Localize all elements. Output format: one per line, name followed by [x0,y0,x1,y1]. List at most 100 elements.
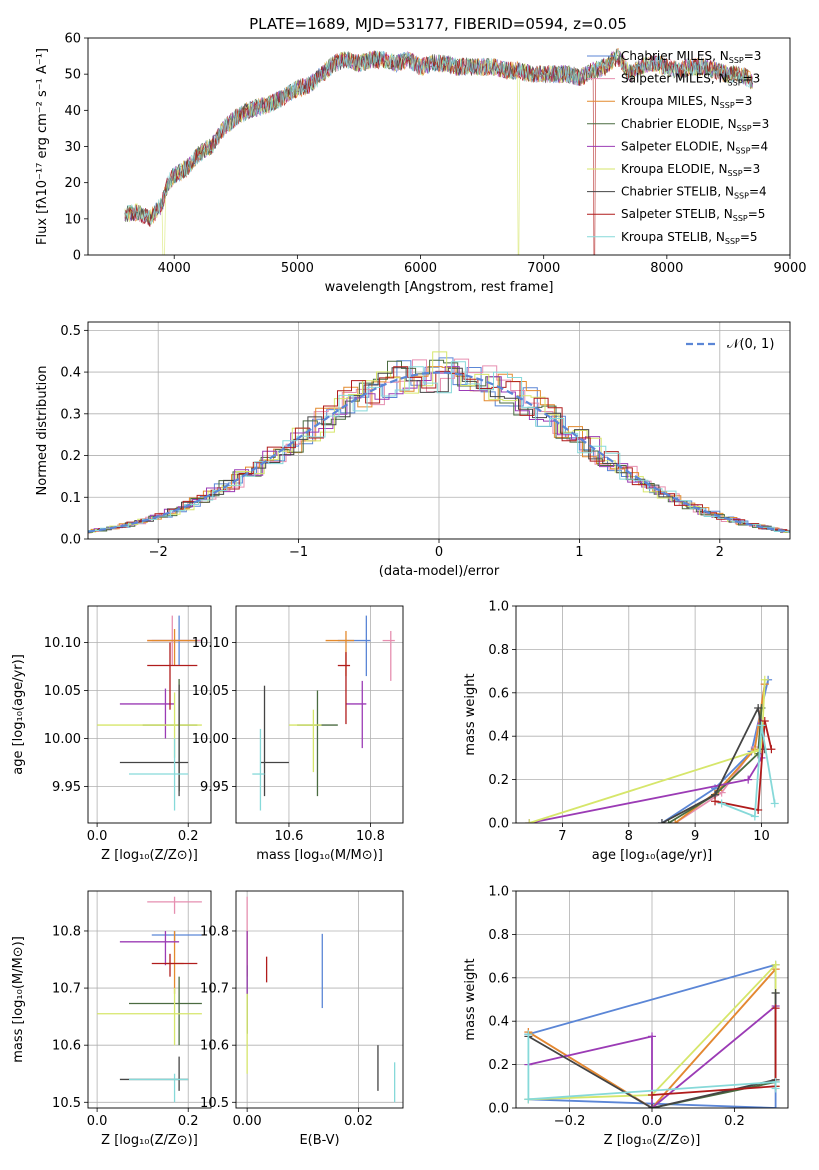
mass-weight-marker [671,819,680,823]
mass_weight_vs_age-xtick-label: 7 [558,829,566,844]
age_vs_mass-xtick-label: 10.8 [356,829,385,844]
mass-weight-marker [767,745,776,754]
errorbar-point [151,953,198,977]
mass_vs_ebv-ytick-label: 10.6 [200,1039,229,1054]
age_vs_mass-ytick-label: 10.00 [192,732,229,747]
mass_vs_ebv-plot-area [236,891,403,1108]
residuals-xtick-label: −2 [149,545,168,560]
errorbar-point [119,688,175,739]
errorbar-point [129,976,202,1046]
errorbar-point [288,709,322,773]
spectrum-xtick-label: 5000 [281,261,314,276]
mass_weight_vs_Z-ytick-label: 0.8 [488,928,509,943]
residuals-ytick-label: 0.2 [60,449,81,464]
legend-label: Kroupa STELIB, NSSP=5 [621,230,758,246]
mass_weight_vs_age-xtick-label: 8 [625,829,633,844]
spectrum-frame [87,37,791,256]
mass_vs_ebv-ytick-label: 10.8 [200,924,229,939]
legend-label: Chabrier MILES, NSSP=3 [621,49,761,65]
mass-weight-marker [757,721,766,730]
age_vs_Z-ytick-label: 10.00 [44,732,81,747]
age_vs_Z-frame [87,605,212,824]
age_vs_mass-plot-area [236,606,403,823]
mass-weight-marker [760,717,769,726]
mass-weight-marker [770,799,779,808]
mass_weight_vs_age-frame [515,605,789,824]
mass_weight_vs_age-plot-area [516,606,788,823]
mass-weight-line [528,1005,777,1108]
errorbar-point [119,930,180,966]
mass_weight_vs_Z-frame [515,890,789,1109]
errorbar-point [382,630,395,681]
spectrum-ylabel: Flux [fλ10⁻¹⁷ erg cm⁻² s⁻¹ A⁻¹] [35,48,50,245]
legend-label: Kroupa MILES, NSSP=3 [621,94,752,110]
mass_vs_ebv-xtick-label: 0.00 [233,1114,262,1129]
spectrum-axes: 4000 5000 6000 7000 8000 9000 0 10 20 30 40 50 60 wav… [35,32,807,296]
mass_weight_vs_Z-plot-area [516,891,788,1108]
residuals-xtick-label: 0 [435,545,443,560]
age_vs_mass-ytick-label: 9.95 [200,780,229,795]
mass_weight_vs_age-ytick-label: 0.4 [488,730,509,745]
mass_vs_ebv-frame [235,890,404,1109]
mass-weight-marker [771,960,780,969]
legend-label: Salpeter MILES, NSSP=3 [621,72,760,88]
errorbar-point [260,685,289,797]
mass-weight-marker [760,675,769,684]
errorbar-point [97,988,202,1046]
spectrum-xtick-label: 7000 [527,261,560,276]
spectrum-plot-area [124,48,753,255]
spectrum-ytick-label: 0 [73,249,81,264]
errorbar-point [337,615,371,677]
mass_vs_Z-xtick-label: 0.0 [87,1114,108,1129]
mass_vs_Z-ytick-label: 10.5 [52,1096,81,1111]
age_vs_Z-axes: 0.0 0.2 9.95 10.00 10.05 10.10 Z [log₁₀(Z/Z⊙)]… [11,605,212,863]
legend-label: Salpeter ELODIE, NSSP=4 [621,139,768,155]
mass-weight-marker [648,1104,656,1108]
residuals-ytick-label: 0.1 [60,491,81,506]
mass_weight_vs_Z-ytick-label: 0.2 [488,1058,509,1073]
age_vs_Z-ytick-label: 10.05 [44,684,81,699]
residuals-ylabel: Normed distribution [35,366,50,496]
figure-title: PLATE=1689, MJD=53177, FIBERID=0594, z=0… [249,15,627,33]
errorbar-point [165,930,184,994]
mass-weight-marker [717,799,726,808]
mass_weight_vs_age-ylabel: mass weight [463,673,478,755]
age_vs_mass-ytick-label: 10.05 [192,684,229,699]
mass_weight_vs_age-axes: 7 8 9 10 0.0 0.2 0.4 0.6 0.8 1.0 age [log₁₀(age/yr… [463,600,789,863]
errorbar-point [119,684,189,797]
errorbar-point [151,930,202,943]
errorbar-point [147,896,202,914]
age_vs_Z-xtick-label: 0.0 [87,829,108,844]
mass_weight_vs_Z-xlabel: Z [log₁₀(Z/Z⊙)] [604,1133,701,1148]
mass-weight-marker [657,819,666,823]
spectrum-ytick-label: 20 [64,176,81,191]
normal-legend-label: 𝒩(0, 1) [727,337,774,352]
mass_weight_vs_age-xtick-label: 9 [691,829,699,844]
mass-weight-marker [648,1090,656,1099]
errorbar-point [97,692,202,758]
spectrum-ytick-label: 60 [64,32,81,47]
mass-weight-marker [744,775,753,784]
residuals-xtick-label: 2 [716,545,724,560]
mass_vs_ebv-axes: 0.00 0.02 10.5 10.6 10.7 10.8 E(B-V) [200,890,404,1148]
errorbar-point [325,630,355,677]
mass-weight-marker [771,1084,780,1093]
mass_vs_Z-ytick-label: 10.8 [52,924,81,939]
mass_weight_vs_age-xlabel: age [log₁₀(age/yr)] [592,848,713,863]
mass_weight_vs_Z-ytick-label: 0.0 [488,1102,509,1117]
mass_vs_Z-frame [87,890,212,1109]
mass_weight_vs_age-ytick-label: 0.2 [488,773,509,788]
residual-histogram [88,361,790,533]
mass_vs_ebv-xtick-label: 0.02 [344,1114,373,1129]
mass_weight_vs_Z-xtick-label: −0.2 [554,1114,586,1129]
age_vs_Z-ylabel: age [log₁₀(age/yr)] [11,654,26,775]
spectrum-xtick-label: 6000 [404,261,437,276]
mass_weight_vs_age-ytick-label: 0.6 [488,686,509,701]
mass-weight-marker [524,1095,533,1104]
residuals-ytick-label: 0.0 [60,533,81,548]
mass-weight-line [668,707,763,823]
spectrum-xtick-label: 9000 [773,261,806,276]
errorbar-point [337,652,351,725]
